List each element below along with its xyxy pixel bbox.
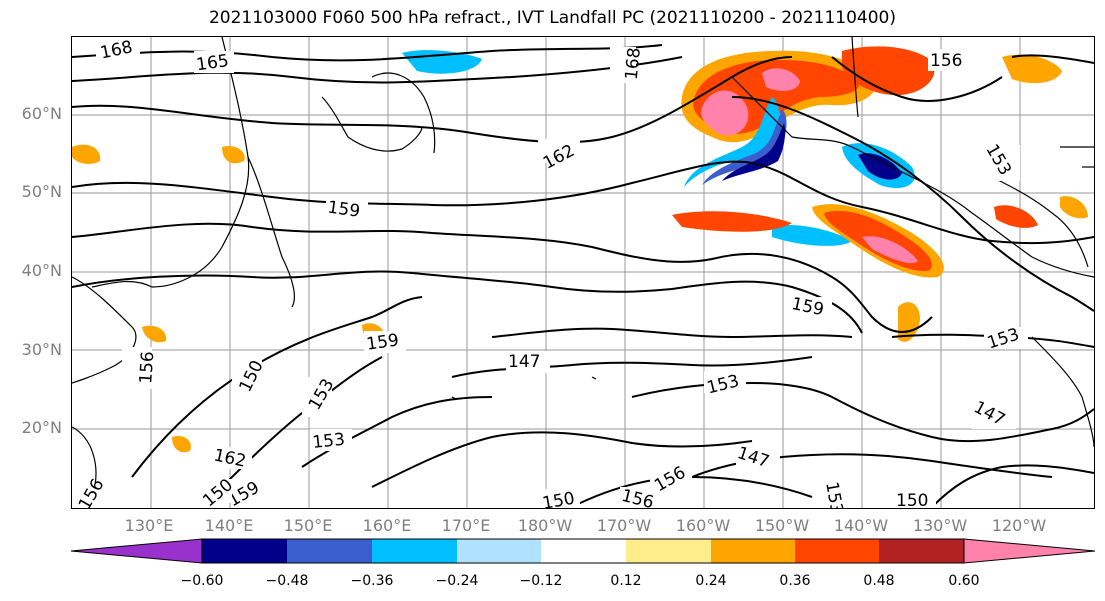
contour-label: 159 <box>365 330 400 354</box>
lat-label-50n: 50°N <box>21 182 62 201</box>
colorbar-bin <box>711 539 795 563</box>
colorbar-tick-label: −0.36 <box>350 573 394 589</box>
contour-label: 156 <box>136 351 158 385</box>
contour-labels: 168 165 168 156 162 159 153 159 159 150 … <box>72 37 1028 508</box>
colorbar-tick-label: −0.24 <box>435 573 479 589</box>
lon-label-150e: 150°E <box>283 516 333 535</box>
colorbar-bin <box>457 539 541 563</box>
colorbar-bin <box>202 539 287 563</box>
map-canvas: 168 165 168 156 162 159 153 159 159 150 … <box>72 37 1094 508</box>
lon-label-170e: 170°E <box>441 516 491 535</box>
lat-label-30n: 30°N <box>21 340 62 359</box>
lat-label-40n: 40°N <box>21 261 62 280</box>
lon-label-130e: 130°E <box>124 516 174 535</box>
lon-label-120w: 120°W <box>991 516 1047 535</box>
lon-label-170w: 170°W <box>596 516 652 535</box>
colorbar-tick-label: 0.12 <box>610 573 642 589</box>
lon-label-180w: 180°W <box>517 516 573 535</box>
contour-label: 156 <box>619 486 655 508</box>
colorbar-tick-label: 0.36 <box>779 573 811 589</box>
contour-label: 153 <box>311 430 345 453</box>
lon-label-140w: 140°W <box>833 516 889 535</box>
lon-label-160w: 160°W <box>675 516 731 535</box>
colorbar-bin <box>795 539 879 563</box>
contour-label: 150 <box>896 491 928 508</box>
shading-alaska-positive <box>681 46 1062 143</box>
colorbar-bin <box>287 539 372 563</box>
lon-label-130w: 130°W <box>912 516 968 535</box>
colorbar-extend-low <box>70 538 203 564</box>
colorbar-tick-label: 0.60 <box>948 573 980 589</box>
colorbar-bin <box>541 539 626 563</box>
contour-label: 168 <box>622 47 645 81</box>
lat-label-60n: 60°N <box>21 104 62 123</box>
contour-label: 159 <box>326 198 361 222</box>
lon-label-140e: 140°E <box>204 516 254 535</box>
contour-label: 153 <box>821 480 846 508</box>
contour-label: 147 <box>508 352 540 372</box>
colorbar-tick-label: −0.12 <box>519 573 563 589</box>
lat-label-20n: 20°N <box>21 418 62 437</box>
lon-label-150w: 150°W <box>754 516 810 535</box>
colorbar-bin <box>626 539 711 563</box>
contour-label: 150 <box>541 489 576 508</box>
colorbar-tick-label: 0.24 <box>695 573 727 589</box>
shading-low-positive <box>72 144 1088 453</box>
colorbar <box>70 538 1096 564</box>
map-title: 2021103000 F060 500 hPa refract., IVT La… <box>208 8 896 28</box>
lon-label-160e: 160°E <box>362 516 412 535</box>
map-panel: 168 165 168 156 162 159 153 159 159 150 … <box>71 36 1095 509</box>
colorbar-bin <box>372 539 457 563</box>
colorbar-extend-high <box>963 538 1096 564</box>
colorbar-bin <box>879 539 964 563</box>
contour-label: 165 <box>195 51 230 75</box>
colorbar-tick-label: −0.48 <box>265 573 309 589</box>
colorbar-tick-label: 0.48 <box>863 573 895 589</box>
colorbar-tick-label: −0.60 <box>180 573 224 589</box>
contour-label: 156 <box>930 51 962 71</box>
